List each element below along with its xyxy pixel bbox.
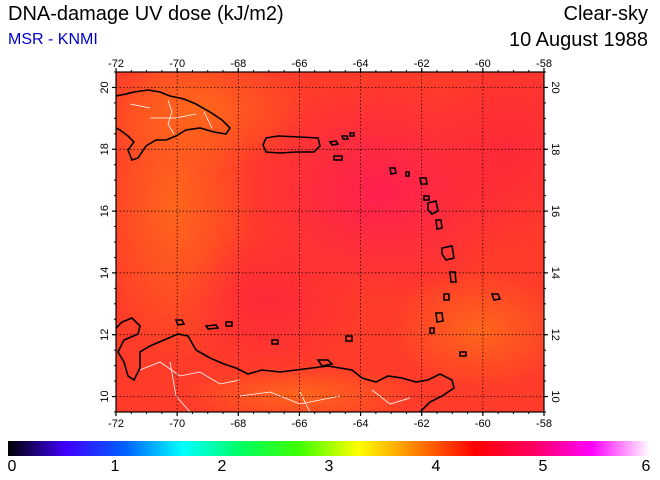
hispaniola-coast	[116, 89, 232, 161]
lon-label-bottom: -62	[414, 418, 430, 430]
scale-label: 4	[431, 458, 441, 475]
longitude-labels-top: -72 -70 -68 -66 -64 -62 -60 -58	[108, 58, 552, 70]
lat-label-right: 20	[549, 81, 561, 93]
lat-label-left: 10	[99, 390, 111, 402]
scale-label: 2	[217, 458, 227, 475]
frame-ticks	[112, 68, 548, 416]
lon-label-bottom: -60	[475, 418, 491, 430]
lon-label-bottom: -68	[230, 418, 246, 430]
lon-label-bottom: -64	[353, 418, 369, 430]
lat-label-left: 12	[99, 329, 111, 341]
uv-dose-map: -72 -70 -68 -66 -64 -62 -60 -58 -72 -70 -68 -66 -64…	[99, 58, 561, 430]
latitude-labels-right: 10 12 14 16 18 20	[549, 81, 561, 402]
date-label: 10 August 1988	[508, 29, 648, 51]
lon-label-bottom: -58	[536, 418, 552, 430]
lat-label-right: 12	[549, 329, 561, 341]
puerto-rico-coast	[262, 135, 321, 154]
graticule	[116, 72, 544, 412]
lon-label-top: -58	[536, 58, 552, 70]
lat-label-right: 16	[549, 205, 561, 217]
lat-label-right: 18	[549, 143, 561, 155]
lat-label-right: 10	[549, 390, 561, 402]
lat-label-left: 20	[99, 81, 111, 93]
color-scale-bar	[8, 441, 650, 456]
lon-label-top: -64	[353, 58, 369, 70]
sky-condition-label: Clear-sky	[563, 3, 648, 25]
lon-label-top: -72	[108, 58, 124, 70]
lon-label-top: -68	[230, 58, 246, 70]
country-borders	[129, 99, 411, 412]
lon-label-bottom: -72	[108, 418, 124, 430]
scale-label: 1	[110, 458, 120, 475]
lat-label-left: 14	[99, 267, 111, 279]
lon-label-top: -70	[169, 58, 185, 70]
scale-label: 3	[324, 458, 334, 475]
lon-label-bottom: -66	[291, 418, 307, 430]
lat-label-left: 16	[99, 205, 111, 217]
scale-label: 5	[538, 458, 548, 475]
lon-label-bottom: -70	[169, 418, 185, 430]
longitude-labels-bottom: -72 -70 -68 -66 -64 -62 -60 -58	[108, 418, 552, 430]
lat-label-left: 18	[99, 143, 111, 155]
scale-label: 6	[641, 458, 651, 475]
scale-label: 0	[7, 458, 17, 475]
latitude-labels-left: 10 12 14 16 18 20	[99, 81, 111, 402]
map-title: DNA-damage UV dose (kJ/m2)	[8, 3, 284, 25]
credit-label: MSR - KNMI	[8, 31, 98, 48]
lon-label-top: -60	[475, 58, 491, 70]
lon-label-top: -62	[414, 58, 430, 70]
lon-label-top: -66	[291, 58, 307, 70]
lat-label-right: 14	[549, 267, 561, 279]
